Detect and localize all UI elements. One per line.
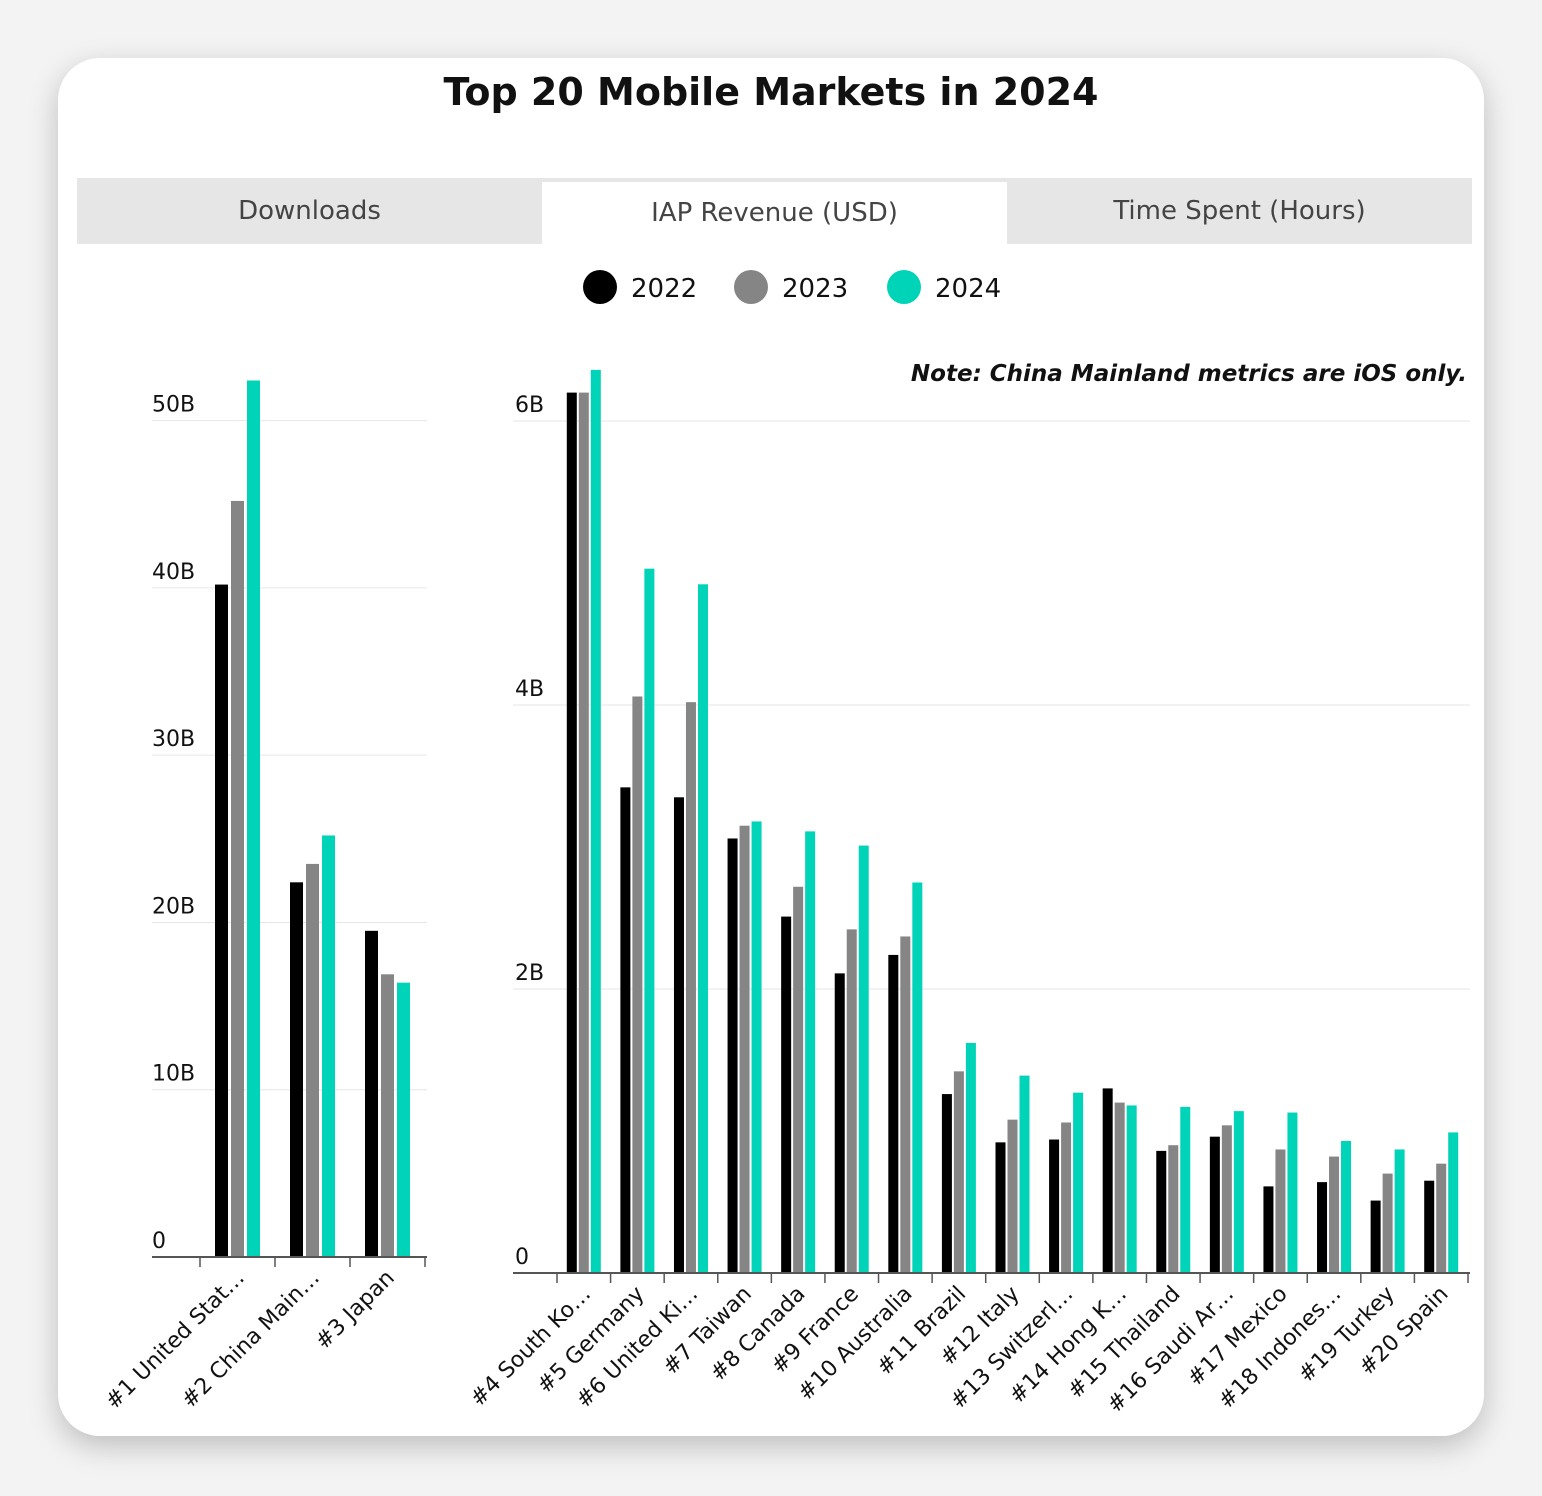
y-tick-label: 0 [152, 1229, 166, 1254]
bar [1019, 1075, 1030, 1273]
bar [995, 1142, 1006, 1273]
bar [1209, 1136, 1220, 1273]
bar [578, 392, 589, 1274]
bar [888, 954, 899, 1273]
bar [381, 974, 394, 1257]
bar [322, 835, 335, 1257]
bar [1156, 1150, 1167, 1273]
tab[interactable]: IAP Revenue (USD) [542, 182, 1007, 244]
bar [751, 821, 762, 1273]
x-tick-label: #2 China Main… [177, 1266, 325, 1414]
y-tick-label: 30B [152, 727, 195, 752]
bar [1180, 1106, 1191, 1273]
legend-label: 2023 [782, 274, 848, 304]
bar [632, 696, 643, 1273]
legend-marker [583, 270, 617, 304]
bar [673, 797, 684, 1273]
bar [1329, 1156, 1340, 1273]
x-tick-label: #3 Japan [311, 1266, 400, 1355]
bar [644, 568, 655, 1273]
bar [1382, 1173, 1393, 1273]
bar [727, 838, 738, 1273]
bar [1073, 1092, 1084, 1273]
bar [1061, 1122, 1072, 1273]
bar [306, 863, 319, 1257]
note: Note: China Mainland metrics are iOS onl… [911, 361, 1467, 387]
bar [1436, 1163, 1447, 1273]
y-tick-label: 20B [152, 894, 195, 919]
bar [685, 702, 696, 1273]
bar [1275, 1149, 1286, 1273]
bar [215, 584, 228, 1257]
bar [965, 1042, 976, 1273]
tab-bar: Downloads IAP Revenue (USD) Time Spent (Ho… [77, 178, 1472, 244]
bar [1448, 1132, 1459, 1273]
bar [739, 825, 750, 1273]
bar [781, 916, 792, 1273]
legend-label: 2024 [935, 274, 1001, 304]
bar [365, 930, 378, 1257]
bar [1102, 1088, 1113, 1273]
bar [858, 845, 869, 1273]
bar [1263, 1186, 1274, 1273]
y-tick-label: 40B [152, 560, 195, 585]
bar [805, 831, 816, 1273]
x-tick-label: #1 United Stat… [101, 1266, 250, 1415]
bar [912, 882, 923, 1273]
y-tick-label: 2B [515, 961, 544, 986]
tab[interactable]: Downloads [238, 196, 381, 226]
bar [590, 369, 601, 1273]
bar [566, 392, 577, 1274]
bar [1424, 1180, 1435, 1273]
bar [941, 1094, 952, 1273]
bar [231, 500, 244, 1258]
bar [1168, 1145, 1179, 1273]
bar [1221, 1125, 1232, 1273]
tab[interactable]: Time Spent (Hours) [1113, 196, 1366, 226]
bar [834, 973, 845, 1273]
y-tick-label: 0 [515, 1245, 529, 1270]
bar [1049, 1139, 1060, 1273]
y-tick-label: 4B [515, 677, 544, 702]
bar [1287, 1112, 1298, 1273]
bar [397, 982, 410, 1257]
bar [1341, 1140, 1352, 1273]
bar [953, 1071, 964, 1273]
legend-marker [887, 270, 921, 304]
bar [290, 882, 303, 1257]
y-tick-label: 50B [152, 393, 195, 418]
bar [900, 936, 911, 1273]
y-tick-label: 10B [152, 1062, 195, 1087]
bar [1007, 1119, 1018, 1273]
bar [620, 787, 631, 1273]
bar [697, 584, 708, 1273]
bar [247, 380, 260, 1257]
bar [1370, 1200, 1381, 1273]
bar [793, 886, 804, 1273]
bar [1114, 1102, 1125, 1273]
page-title: Top 20 Mobile Markets in 2024 [443, 70, 1099, 114]
y-tick-label: 6B [515, 393, 544, 418]
legend-label: 2022 [631, 274, 697, 304]
bar [846, 929, 857, 1273]
bar [1394, 1149, 1405, 1273]
bar [1317, 1182, 1328, 1273]
bar [1126, 1105, 1137, 1273]
legend-marker [734, 270, 768, 304]
bar [1233, 1111, 1244, 1273]
